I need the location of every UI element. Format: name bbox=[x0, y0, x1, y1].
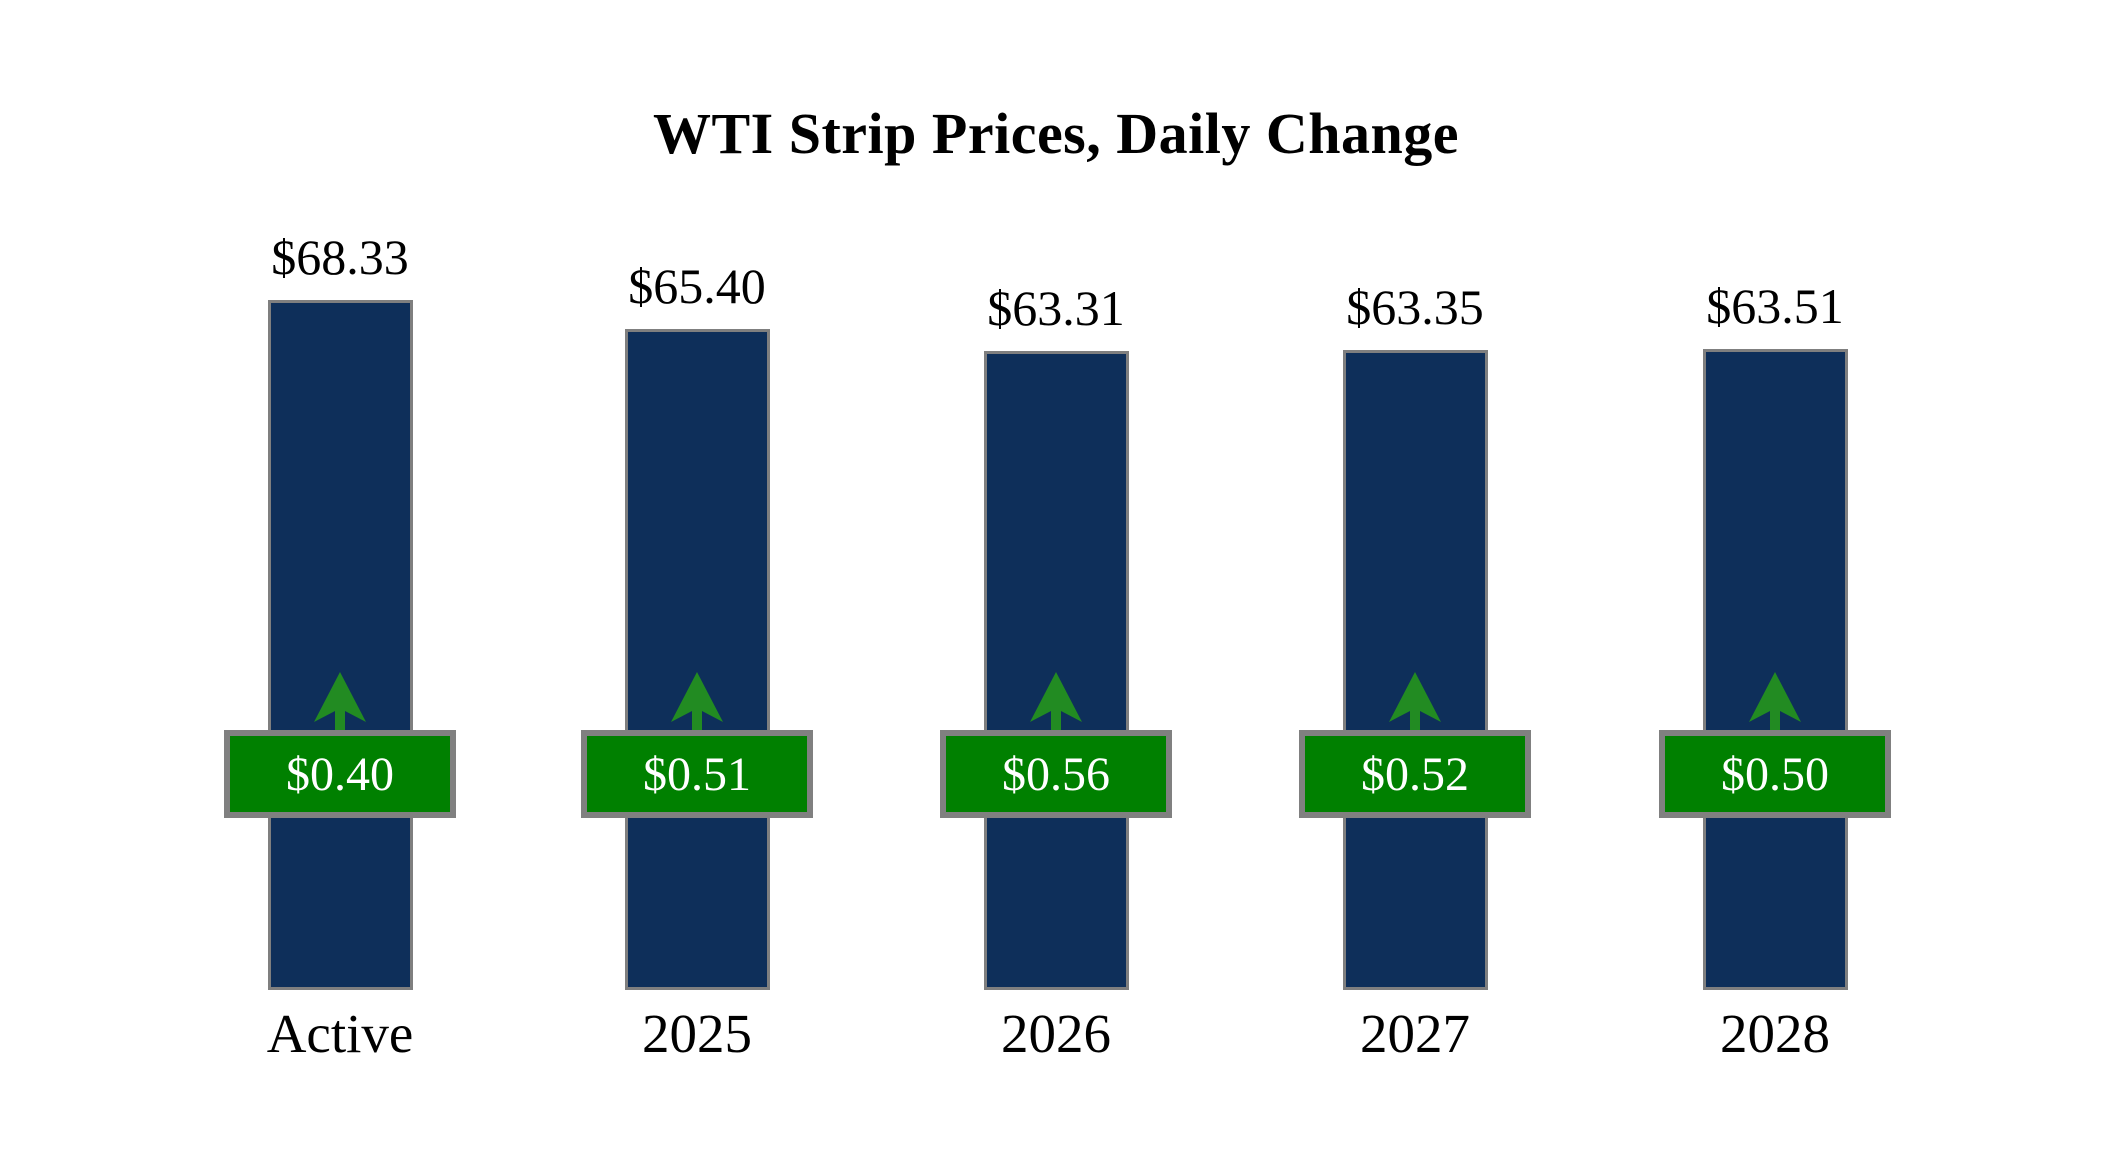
change-value: $0.40 bbox=[286, 747, 394, 801]
up-arrow-icon bbox=[1389, 672, 1441, 730]
change-badge: $0.50 bbox=[1659, 730, 1891, 818]
category-label: 2027 bbox=[1360, 1003, 1470, 1064]
price-label: $63.35 bbox=[1346, 279, 1484, 335]
change-badge: $0.40 bbox=[224, 730, 456, 818]
price-bar bbox=[983, 351, 1129, 990]
up-arrow-icon bbox=[671, 672, 723, 730]
up-arrow-icon bbox=[1030, 672, 1082, 730]
price-bar bbox=[1342, 350, 1488, 990]
price-bar bbox=[1702, 349, 1848, 990]
price-label: $65.40 bbox=[628, 258, 766, 314]
price-label: $63.51 bbox=[1706, 278, 1844, 334]
chart-title: WTI Strip Prices, Daily Change bbox=[652, 101, 1460, 166]
up-arrow-icon bbox=[1749, 672, 1801, 730]
category-label: 2025 bbox=[642, 1003, 752, 1064]
price-bar bbox=[624, 329, 770, 990]
price-label: $63.31 bbox=[987, 280, 1125, 336]
category-label: 2028 bbox=[1720, 1003, 1830, 1064]
change-value: $0.50 bbox=[1721, 747, 1829, 801]
change-badge: $0.56 bbox=[940, 730, 1172, 818]
change-value: $0.51 bbox=[643, 747, 751, 801]
price-label: $68.33 bbox=[271, 229, 409, 285]
change-badge: $0.52 bbox=[1299, 730, 1531, 818]
change-value: $0.56 bbox=[1002, 747, 1110, 801]
change-value: $0.52 bbox=[1361, 747, 1469, 801]
price-bar bbox=[267, 300, 413, 990]
change-badge: $0.51 bbox=[581, 730, 813, 818]
category-label: 2026 bbox=[1001, 1003, 1111, 1064]
category-label: Active bbox=[266, 1003, 414, 1064]
up-arrow-icon bbox=[314, 672, 366, 730]
